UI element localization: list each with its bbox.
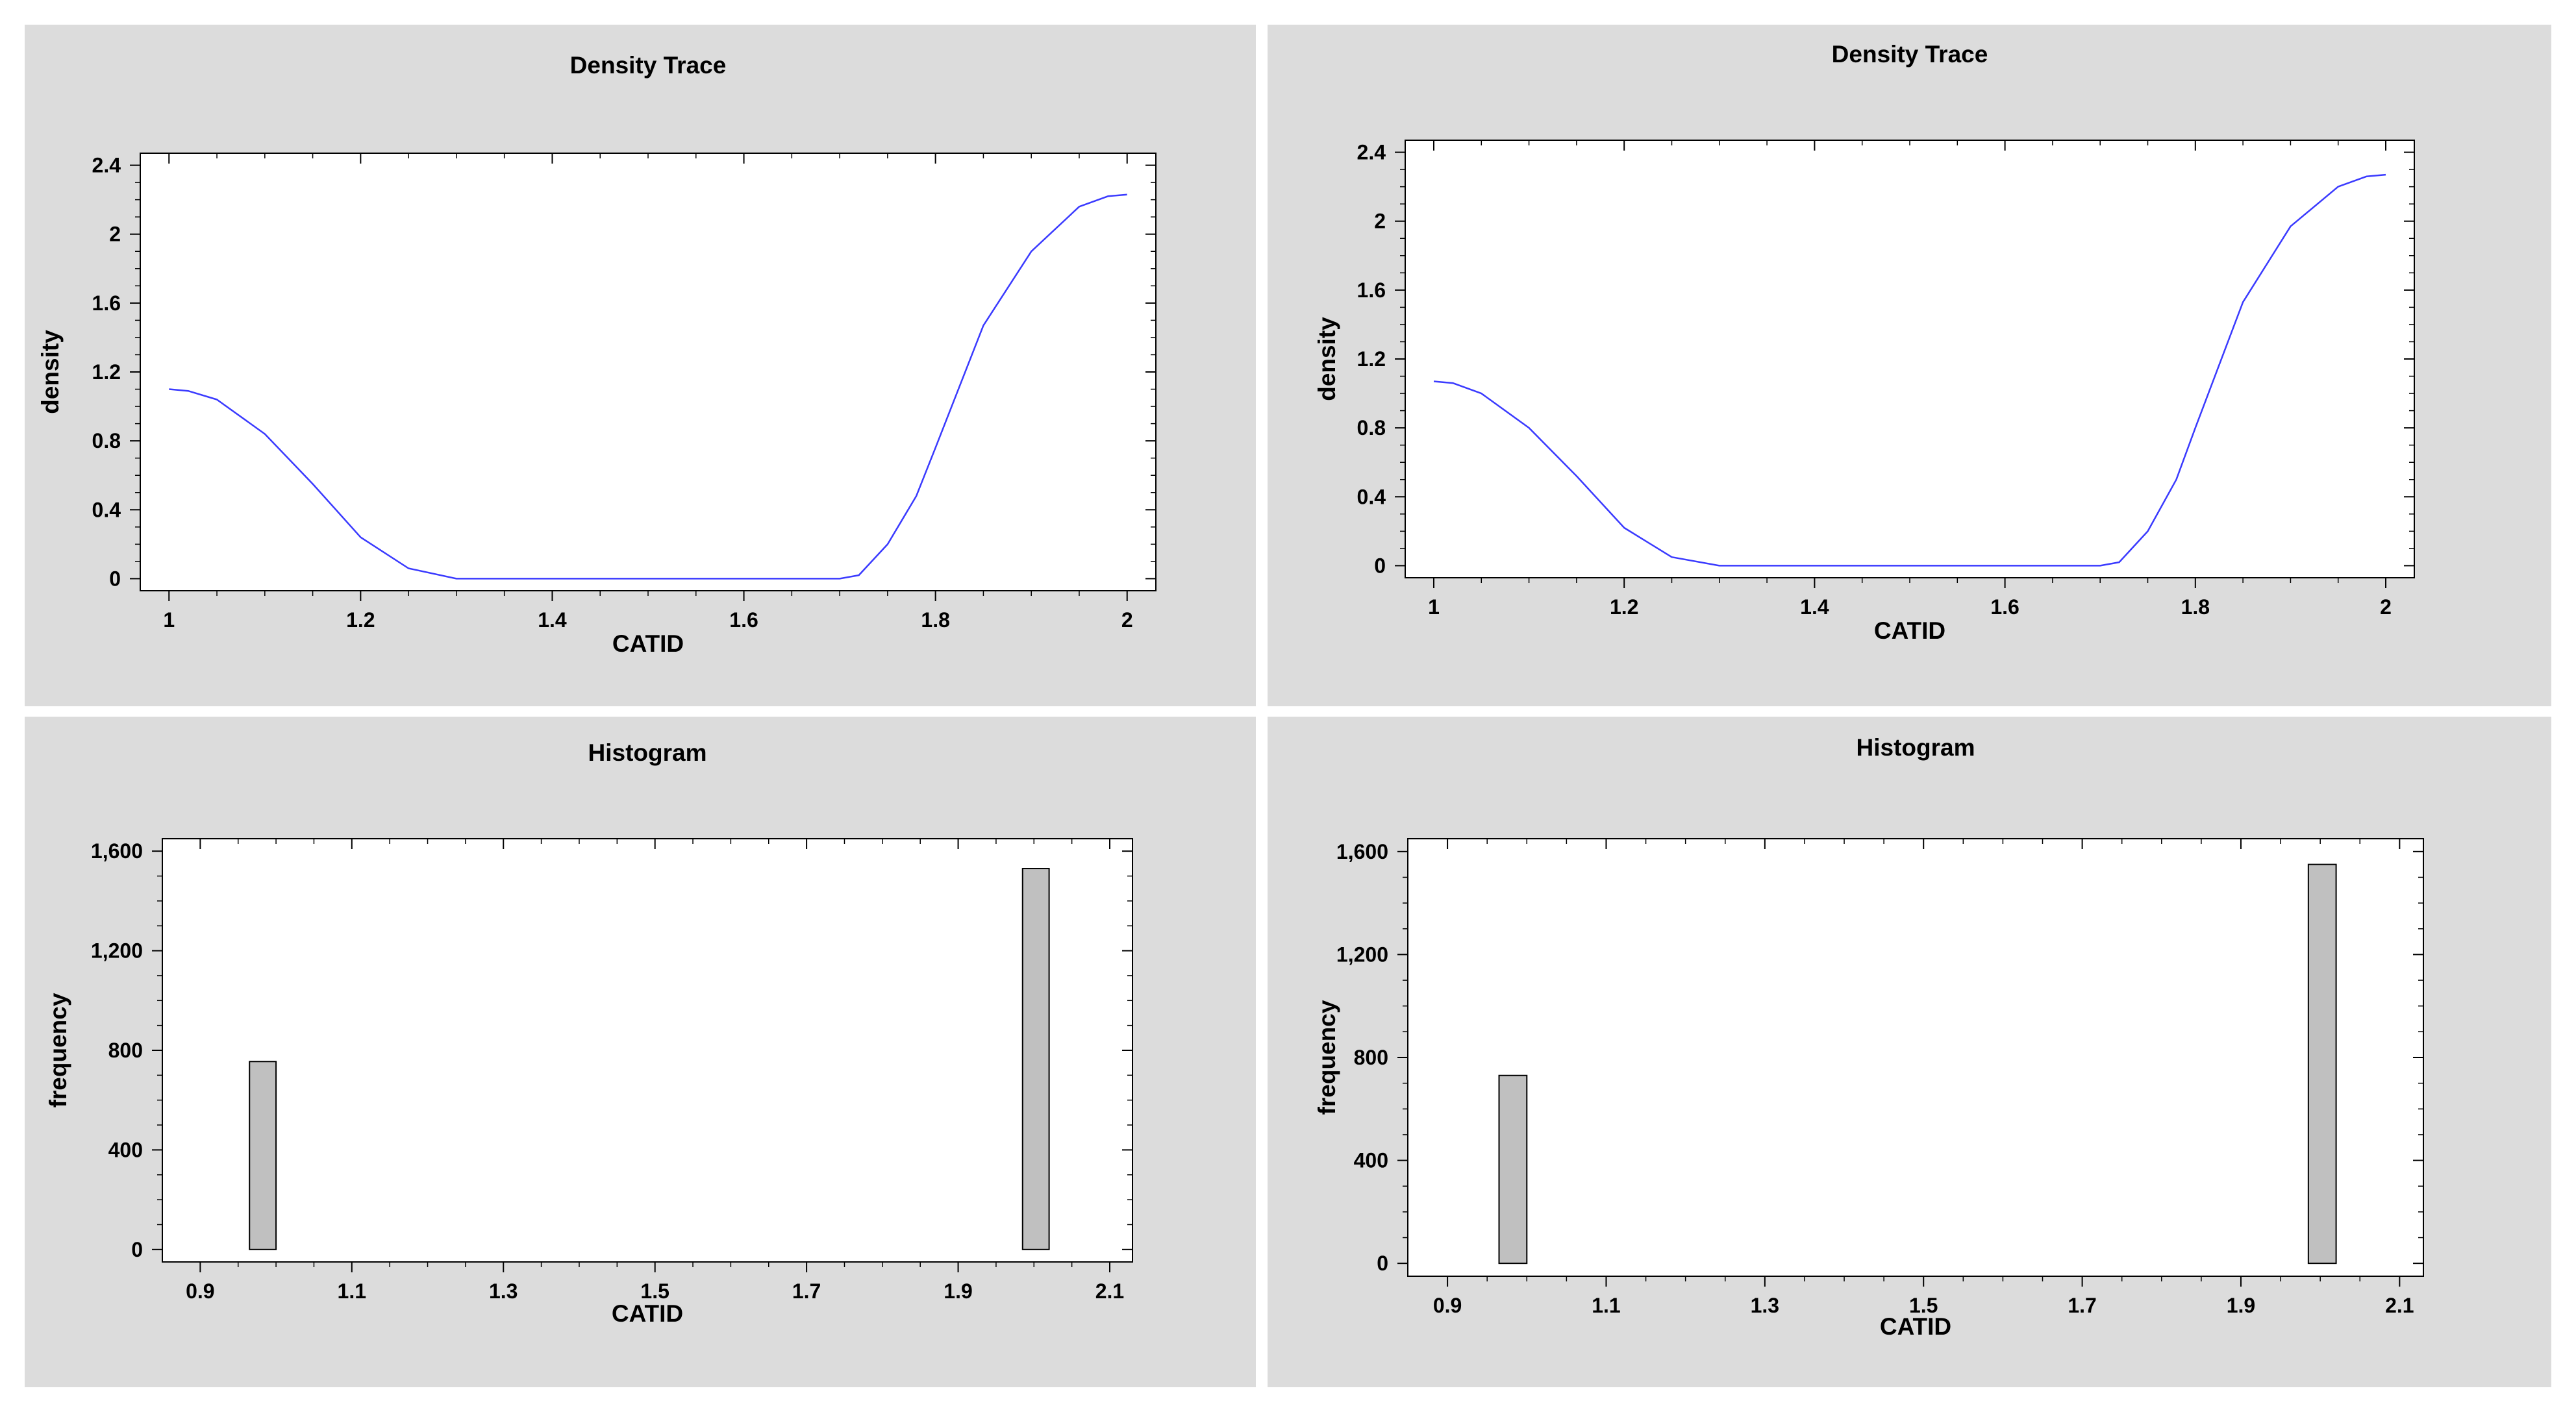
plot-area — [1407, 838, 2424, 1277]
density-1-svg: Density Trace 1 1.2 1.4 1.6 1.8 2 0 0.4 0.8 1.2 1.6… — [37, 52, 1157, 657]
y-tick-label: 1,200 — [91, 939, 143, 963]
x-tick-label: 1.9 — [944, 1279, 972, 1303]
x-tick-label: 1.1 — [1592, 1294, 1620, 1317]
histogram-bar-1 — [1498, 1074, 1528, 1265]
chart-title: Histogram — [588, 739, 707, 766]
x-tick-label: 1 — [1428, 595, 1440, 619]
histogram-panel-right: Histogram 0.9 1.1 1.3 1.5 1.7 1.9 2.1 0 400 800 1,2… — [1268, 717, 2551, 1387]
density-line — [1433, 173, 2386, 567]
x-tick-label: 2 — [2380, 595, 2392, 619]
y-axis-label: frequency — [45, 993, 71, 1107]
x-tick-label: 0.9 — [186, 1279, 214, 1303]
density-line — [169, 193, 1127, 580]
y-tick-label: 0.8 — [1357, 416, 1386, 439]
y-tick-label: 400 — [108, 1138, 143, 1161]
y-axis-label: density — [1314, 317, 1340, 401]
x-axis-label: CATID — [1880, 1313, 1951, 1340]
y-tick-label: 0.4 — [1357, 485, 1386, 508]
x-tick-label: 1.2 — [346, 608, 375, 632]
y-tick-label: 400 — [1354, 1149, 1388, 1172]
y-tick-label: 0 — [1377, 1252, 1388, 1275]
y-tick-label: 2 — [109, 223, 121, 246]
y-tick-label: 800 — [108, 1039, 143, 1062]
chart-title: Density Trace — [570, 52, 727, 79]
y-tick-label: 0 — [109, 567, 121, 590]
y-tick-label: 1.6 — [1357, 278, 1386, 302]
y-tick-label: 1,600 — [91, 839, 143, 863]
y-tick-label: 2.4 — [1357, 141, 1386, 164]
x-tick-label: 2.1 — [1095, 1279, 1124, 1303]
x-tick-label: 2 — [1121, 608, 1133, 632]
histogram-1-svg: Histogram 0.9 1.1 1.3 1.5 1.7 1.9 2.1 0 400 800 1,2… — [45, 739, 1133, 1327]
plot-area — [1405, 140, 2415, 578]
y-tick-label: 1,600 — [1336, 840, 1388, 863]
y-tick-label: 1.2 — [1357, 347, 1386, 371]
histogram-bar-2 — [1021, 868, 1050, 1250]
histogram-2-svg: Histogram 0.9 1.1 1.3 1.5 1.7 1.9 2.1 0 400 800 1,2… — [1314, 734, 2424, 1340]
plot-area — [162, 838, 1133, 1263]
x-tick-label: 1.3 — [1751, 1294, 1779, 1317]
x-tick-label: 1.7 — [792, 1279, 821, 1303]
x-tick-label: 1.5 — [640, 1279, 669, 1303]
x-axis-label: CATID — [612, 1300, 683, 1327]
y-tick-label: 2.4 — [92, 154, 121, 177]
density-trace-panel-left: Density Trace 1 1.2 1.4 1.6 1.8 2 0 0.4 0.8 1.2 1.6… — [25, 25, 1256, 706]
x-tick-label: 1.7 — [2068, 1294, 2096, 1317]
x-tick-label: 1.3 — [489, 1279, 518, 1303]
y-tick-label: 1.6 — [92, 291, 121, 315]
x-axis-label: CATID — [1874, 617, 1945, 644]
x-tick-label: 1.4 — [538, 608, 567, 632]
density-2-svg: Density Trace 1 1.2 1.4 1.6 1.8 2 0 0.4 0.8 1.2 1.6… — [1314, 41, 2415, 644]
x-tick-label: 1.9 — [2227, 1294, 2255, 1317]
x-tick-label: 1.6 — [729, 608, 758, 632]
y-tick-label: 1,200 — [1336, 943, 1388, 966]
density-trace-panel-right: Density Trace 1 1.2 1.4 1.6 1.8 2 0 0.4 0.8 1.2 1.6… — [1268, 25, 2551, 706]
plot-area — [140, 153, 1157, 591]
y-axis-label: frequency — [1314, 1000, 1340, 1115]
x-tick-label: 1.5 — [1909, 1294, 1938, 1317]
y-tick-label: 2 — [1374, 210, 1386, 233]
x-tick-label: 1.8 — [921, 608, 949, 632]
chart-title: Density Trace — [1832, 41, 1988, 68]
x-axis-label: CATID — [612, 630, 684, 657]
histogram-bar-2 — [2307, 863, 2337, 1265]
x-tick-label: 1.1 — [338, 1279, 366, 1303]
y-tick-label: 0 — [1374, 554, 1386, 577]
histogram-bar-1 — [249, 1061, 277, 1250]
x-tick-label: 0.9 — [1433, 1294, 1462, 1317]
x-tick-label: 1.6 — [1990, 595, 2019, 619]
x-tick-label: 1.4 — [1800, 595, 1829, 619]
histogram-panel-left: Histogram 0.9 1.1 1.3 1.5 1.7 1.9 2.1 0 400 800 1,2… — [25, 717, 1256, 1387]
x-tick-label: 1.8 — [2181, 595, 2210, 619]
y-tick-label: 0.4 — [92, 498, 121, 521]
x-tick-label: 2.1 — [2385, 1294, 2414, 1317]
y-tick-label: 1.2 — [92, 360, 121, 384]
y-tick-label: 800 — [1354, 1046, 1388, 1069]
x-tick-label: 1.2 — [1610, 595, 1638, 619]
y-axis-label: density — [37, 330, 64, 414]
y-tick-label: 0 — [131, 1238, 143, 1261]
y-tick-label: 0.8 — [92, 429, 121, 452]
chart-title: Histogram — [1857, 734, 1975, 761]
x-tick-label: 1 — [163, 608, 175, 632]
